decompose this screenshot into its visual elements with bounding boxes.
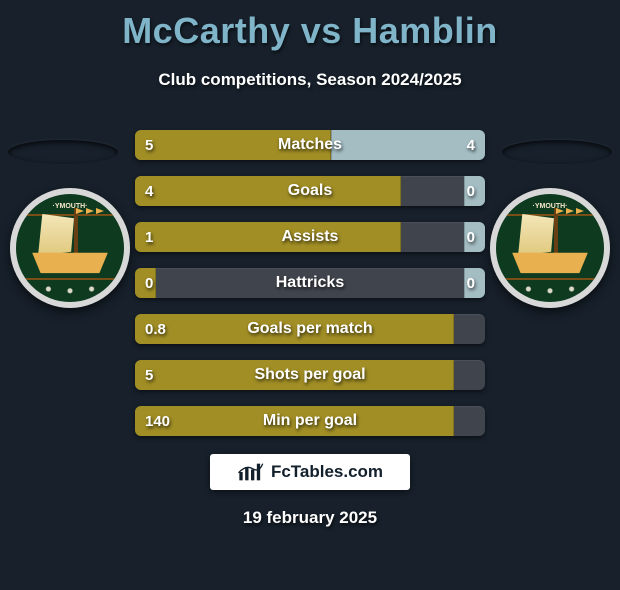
stat-row: 140Min per goal xyxy=(135,406,485,436)
stat-label: Goals per match xyxy=(135,314,485,344)
page-title: McCarthy vs Hamblin xyxy=(0,10,620,52)
crest-flags xyxy=(76,208,106,220)
club-crest-right: ·YMOUTH· xyxy=(490,188,610,308)
crest-sail xyxy=(518,214,554,256)
crest-sea xyxy=(496,278,604,298)
stat-row: 40Goals xyxy=(135,176,485,206)
comparison-bars: 54Matches 40Goals 10Assists 00Hattricks 0.8G… xyxy=(135,130,485,452)
stat-label: Assists xyxy=(135,222,485,252)
crest-top-band: ·YMOUTH· xyxy=(16,198,124,216)
stat-row: 5Shots per goal xyxy=(135,360,485,390)
crest-mast xyxy=(74,208,78,268)
shadow-ellipse-right xyxy=(502,140,612,164)
crest-top-band: ·YMOUTH· xyxy=(496,198,604,216)
crest-flags xyxy=(556,208,586,220)
crest-sail xyxy=(38,214,74,256)
stat-label: Shots per goal xyxy=(135,360,485,390)
stat-row: 0.8Goals per match xyxy=(135,314,485,344)
club-crest-left: ·YMOUTH· xyxy=(10,188,130,308)
footer-date: 19 february 2025 xyxy=(0,508,620,528)
stat-label: Goals xyxy=(135,176,485,206)
bars-icon xyxy=(237,462,265,482)
crest-hull xyxy=(28,218,112,276)
crest-hull xyxy=(508,218,592,276)
crest-sea xyxy=(16,278,124,298)
stat-label: Matches xyxy=(135,130,485,160)
branding-label: FcTables.com xyxy=(271,462,383,482)
shadow-ellipse-left xyxy=(8,140,118,164)
branding-badge: FcTables.com xyxy=(210,454,410,490)
stat-label: Min per goal xyxy=(135,406,485,436)
crest-mast xyxy=(554,208,558,268)
stat-row: 10Assists xyxy=(135,222,485,252)
stat-row: 54Matches xyxy=(135,130,485,160)
stat-row: 00Hattricks xyxy=(135,268,485,298)
stat-label: Hattricks xyxy=(135,268,485,298)
page-subtitle: Club competitions, Season 2024/2025 xyxy=(0,70,620,90)
